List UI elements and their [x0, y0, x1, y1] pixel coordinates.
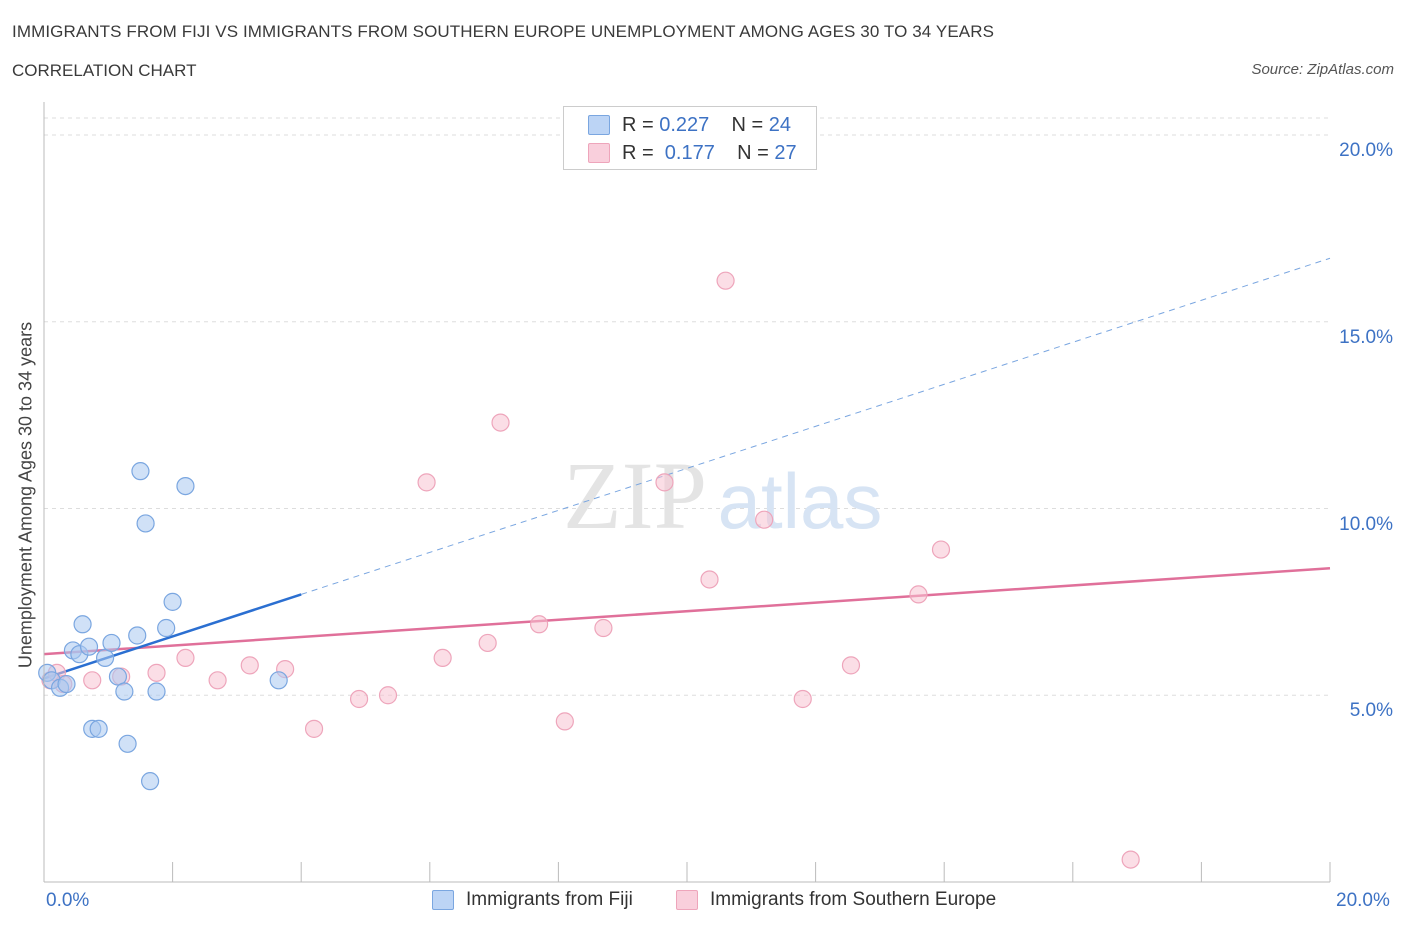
data-point-fiji [131, 462, 150, 481]
legend-label-fiji: Immigrants from Fiji [466, 889, 633, 910]
data-point-southern-europe [594, 618, 613, 638]
watermark-atlas: atlas [718, 457, 883, 545]
data-point-fiji [147, 682, 166, 701]
y-tick-label: 10.0% [1339, 513, 1393, 535]
data-point-fiji [115, 682, 134, 701]
data-point-fiji [157, 618, 176, 638]
data-point-fiji [108, 667, 128, 686]
y-tick-label: 15.0% [1339, 326, 1393, 348]
chart-source: Source: ZipAtlas.com [1251, 61, 1394, 78]
data-point-fiji [136, 514, 155, 533]
data-point-fiji [118, 734, 137, 753]
data-point-southern-europe [793, 689, 812, 709]
trendline-southern-europe [43, 567, 1331, 656]
data-point-southern-europe [909, 585, 928, 604]
trendline-fiji-extrapolated [301, 257, 1331, 595]
data-point-southern-europe [417, 473, 436, 492]
data-point-fiji [79, 637, 99, 656]
watermark-zip: ZIP [563, 442, 707, 549]
data-point-fiji [57, 674, 76, 694]
data-point-southern-europe [530, 615, 549, 634]
data-point-southern-europe [841, 656, 861, 675]
legend-swatch-fiji [588, 115, 610, 135]
data-point-fiji [176, 476, 195, 496]
data-point-southern-europe [304, 719, 324, 738]
data-point-fiji [163, 592, 182, 611]
data-point-southern-europe [378, 686, 398, 705]
trendline-fiji [43, 593, 302, 680]
legend-n-fiji: 24 [768, 113, 792, 136]
legend-n-southern-europe: 27 [774, 141, 797, 164]
data-point-southern-europe [655, 473, 674, 492]
data-point-fiji [73, 615, 92, 634]
data-point-southern-europe [349, 689, 369, 709]
data-point-southern-europe [83, 671, 102, 690]
data-point-southern-europe [555, 712, 574, 731]
data-point-southern-europe [491, 413, 510, 432]
legend-swatch-fiji-bottom [432, 890, 454, 910]
series-legend: Immigrants from Fiji Immigrants from Sou… [0, 889, 1406, 915]
data-point-southern-europe [478, 633, 497, 653]
legend-swatch-southern-europe [588, 143, 610, 163]
legend-item-fiji[interactable]: Immigrants from Fiji [432, 889, 633, 911]
data-point-southern-europe [433, 648, 452, 668]
data-point-southern-europe [240, 656, 259, 675]
data-point-southern-europe [208, 671, 227, 690]
legend-row-fiji: R = 0.227 N = 24 [588, 113, 791, 137]
data-point-southern-europe [176, 648, 195, 668]
data-point-southern-europe [931, 540, 951, 559]
data-point-southern-europe [1121, 850, 1140, 869]
data-point-southern-europe [700, 570, 719, 589]
data-point-southern-europe [755, 510, 774, 529]
legend-item-southern-europe[interactable]: Immigrants from Southern Europe [676, 889, 996, 911]
data-point-fiji [140, 772, 160, 791]
y-tick-label: 5.0% [1349, 700, 1393, 722]
data-point-fiji [95, 648, 115, 668]
watermark: ZIP atlas [563, 442, 882, 549]
chart-title: IMMIGRANTS FROM FIJI VS IMMIGRANTS FROM … [12, 22, 995, 41]
legend-swatch-southern-europe-bottom [676, 890, 698, 910]
data-point-southern-europe [716, 271, 735, 290]
data-point-fiji [269, 671, 288, 690]
legend-row-southern-europe: R = 0.177 N = 27 [588, 141, 797, 165]
correlation-legend: R = 0.227 N = 24 R = 0.177 N = 27 [563, 106, 817, 170]
legend-r-fiji: 0.227 [659, 113, 710, 136]
legend-label-southern-europe: Immigrants from Southern Europe [710, 889, 997, 910]
data-point-fiji [89, 719, 108, 738]
y-tick-label: 20.0% [1339, 140, 1393, 161]
x-tick-max: 20.0% [1336, 890, 1390, 911]
legend-r-southern-europe: 0.177 [664, 141, 715, 164]
chart-subtitle: CORRELATION CHART [12, 61, 197, 80]
y-axis-label: Unemployment Among Ages 30 to 34 years [15, 321, 36, 669]
data-point-southern-europe [147, 663, 166, 682]
x-tick-min: 0.0% [46, 890, 90, 911]
data-point-fiji [128, 626, 147, 645]
data-point-fiji [102, 633, 121, 653]
